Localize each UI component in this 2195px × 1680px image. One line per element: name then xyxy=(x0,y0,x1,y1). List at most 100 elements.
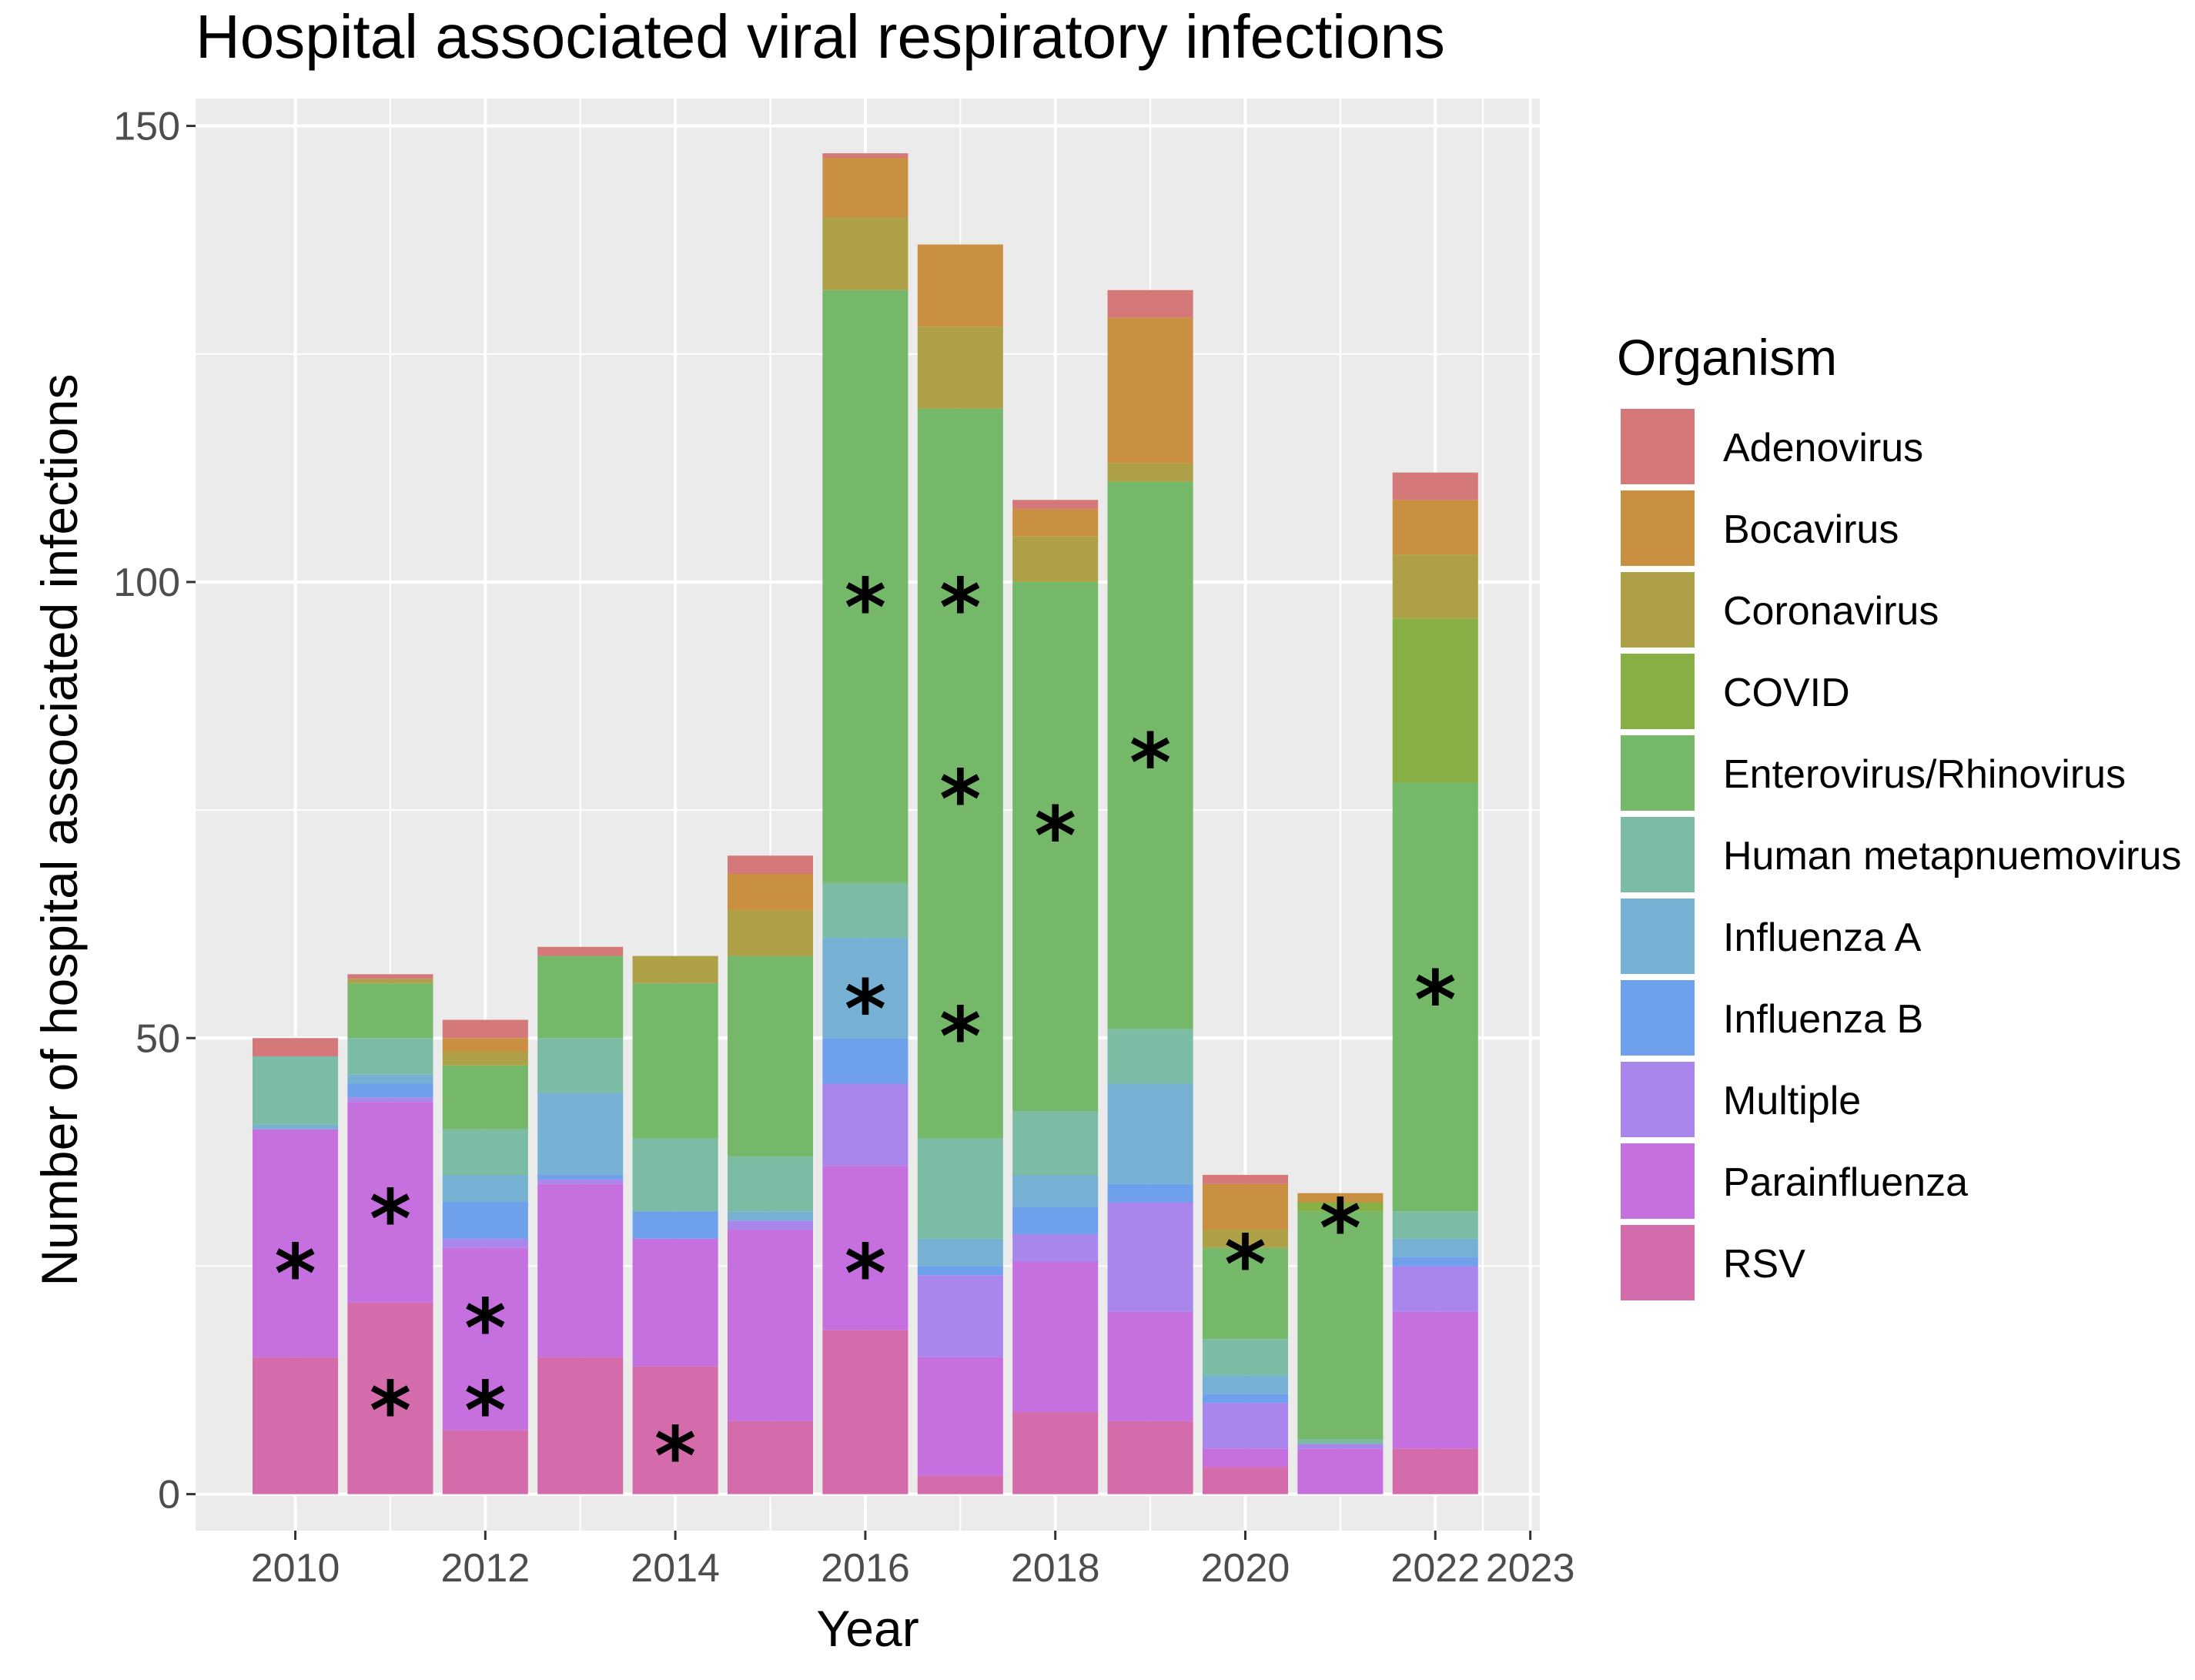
bar-segment-2017-enterovirus-rhinovirus xyxy=(917,408,1003,1139)
bar-segment-2020-influenza-a xyxy=(1202,1375,1289,1394)
legend-items: Adenovirus Bocavirus Coronavirus COVID Enter… xyxy=(1621,409,2181,1300)
bar-segment-2015-adenovirus xyxy=(727,855,814,875)
x-tick-label: 2022 xyxy=(1390,1546,1480,1591)
bar-segment-2021-enterovirus-rhinovirus xyxy=(1297,1211,1384,1440)
bar-segment-2013-multiple xyxy=(537,1179,624,1184)
bar-segment-2017-coronavirus xyxy=(917,326,1003,409)
bar-segment-2019-influenza-a xyxy=(1107,1083,1193,1184)
bar-segment-2015-influenza-a xyxy=(727,1211,814,1221)
bar-segment-2013-influenza-b xyxy=(537,1174,624,1180)
y-axis: 0 50 100 150 xyxy=(113,105,196,1518)
significance-star: * xyxy=(1320,1181,1361,1275)
bar-segment-2020-parainfluenza xyxy=(1202,1448,1289,1467)
bar-segment-2017-human-metapnuemovirus xyxy=(917,1138,1003,1239)
bar-segment-2010-parainfluenza xyxy=(253,1129,339,1357)
bar-segment-2012-influenza-a xyxy=(442,1174,528,1203)
legend-swatch xyxy=(1621,1062,1695,1137)
bar-segment-2019-rsv xyxy=(1107,1421,1193,1494)
bar-segment-2014-influenza-b xyxy=(632,1211,718,1239)
bar-segment-2014-enterovirus-rhinovirus xyxy=(632,983,718,1139)
bar-segment-2018-influenza-a xyxy=(1012,1174,1099,1207)
bars xyxy=(253,153,1478,1494)
bar-segment-2022-multiple xyxy=(1392,1266,1478,1312)
bar-segment-2016-human-metapnuemovirus xyxy=(822,882,908,938)
legend-label: Influenza B xyxy=(1723,997,1923,1042)
legend-label: Influenza A xyxy=(1723,915,1922,960)
legend-label: Coronavirus xyxy=(1723,589,1939,634)
bar-segment-2020-rsv xyxy=(1202,1467,1289,1494)
bar-segment-2012-influenza-b xyxy=(442,1202,528,1239)
bar-segment-2011-rsv xyxy=(347,1302,433,1494)
x-tick-label: 2023 xyxy=(1486,1546,1575,1591)
bar-segment-2021-bocavirus xyxy=(1297,1193,1384,1203)
legend: Organism Adenovirus Bocavirus Coronavirus C… xyxy=(1617,329,2181,1300)
legend-swatch xyxy=(1621,899,1695,974)
legend-swatch xyxy=(1621,572,1695,648)
legend-swatch xyxy=(1621,817,1695,892)
significance-star: * xyxy=(939,753,981,847)
legend-label: RSV xyxy=(1723,1242,1805,1287)
significance-markers: ***** ********** ** xyxy=(274,561,1456,1504)
legend-swatch xyxy=(1621,980,1695,1056)
legend-label: Enterovirus/Rhinovirus xyxy=(1723,752,2126,797)
bar-segment-2012-multiple xyxy=(442,1238,528,1248)
legend-swatch xyxy=(1621,490,1695,566)
bar-segment-2020-bocavirus xyxy=(1202,1183,1289,1230)
significance-star: * xyxy=(845,1227,886,1321)
bar-segment-2019-parainfluenza xyxy=(1107,1311,1193,1421)
bar-segment-2020-enterovirus-rhinovirus xyxy=(1202,1247,1289,1340)
bar-segment-2016-rsv xyxy=(822,1330,908,1494)
legend-title: Organism xyxy=(1617,329,1837,386)
bar-segment-2016-parainfluenza xyxy=(822,1166,908,1330)
legend-swatch xyxy=(1621,1143,1695,1219)
significance-star: * xyxy=(1414,953,1456,1047)
bar-segment-2018-human-metapnuemovirus xyxy=(1012,1111,1099,1175)
x-tick-label: 2012 xyxy=(441,1546,530,1591)
significance-star: * xyxy=(464,1364,506,1457)
bar-segment-2016-coronavirus xyxy=(822,217,908,290)
y-tick-label: 100 xyxy=(113,561,180,605)
significance-star: * xyxy=(845,561,886,655)
x-tick-label: 2014 xyxy=(631,1546,720,1591)
bar-segment-2016-influenza-a xyxy=(822,937,908,1039)
legend-swatch xyxy=(1621,735,1695,811)
bar-segment-2015-parainfluenza xyxy=(727,1230,814,1421)
significance-star: * xyxy=(1035,789,1076,883)
legend-swatch xyxy=(1621,1225,1695,1300)
significance-star: * xyxy=(1129,716,1171,810)
bar-segment-2019-multiple xyxy=(1107,1202,1193,1312)
bar-segment-2021-covid xyxy=(1297,1202,1384,1212)
bar-segment-2015-coronavirus xyxy=(727,910,814,956)
bar-segment-2017-influenza-a xyxy=(917,1238,1003,1267)
x-tick-label: 2018 xyxy=(1011,1546,1100,1591)
legend-label: Parainfluenza xyxy=(1723,1160,1968,1205)
bar-segment-2022-coronavirus xyxy=(1392,554,1478,619)
significance-star: * xyxy=(370,1364,411,1457)
bar-segment-2010-human-metapnuemovirus xyxy=(253,1056,339,1125)
bar-segment-2019-human-metapnuemovirus xyxy=(1107,1029,1193,1084)
bar-segment-2017-parainfluenza xyxy=(917,1357,1003,1476)
y-tick-label: 50 xyxy=(136,1016,180,1061)
bar-segment-2017-multiple xyxy=(917,1275,1003,1357)
bar-segment-2017-bocavirus xyxy=(917,244,1003,327)
bar-segment-2022-rsv xyxy=(1392,1448,1478,1494)
legend-label: Bocavirus xyxy=(1723,507,1899,552)
bar-segment-2011-influenza-a xyxy=(347,1074,433,1084)
bar-segment-2020-influenza-b xyxy=(1202,1394,1289,1404)
bar-segment-2015-multiple xyxy=(727,1220,814,1230)
bar-segment-2018-adenovirus xyxy=(1012,500,1099,510)
bar-segment-2018-enterovirus-rhinovirus xyxy=(1012,581,1099,1112)
bar-segment-2018-rsv xyxy=(1012,1411,1099,1494)
y-axis-title: Number of hospital associated infections xyxy=(31,374,88,1287)
bar-segment-2011-parainfluenza xyxy=(347,1102,433,1303)
bar-segment-2020-adenovirus xyxy=(1202,1174,1289,1184)
bar-segment-2019-adenovirus xyxy=(1107,289,1193,318)
bar-segment-2018-coronavirus xyxy=(1012,536,1099,582)
bar-segment-2020-coronavirus xyxy=(1202,1230,1289,1248)
bar-segment-2012-rsv xyxy=(442,1430,528,1494)
bar-segment-2014-coronavirus xyxy=(632,955,718,984)
bar-segment-2019-enterovirus-rhinovirus xyxy=(1107,481,1193,1029)
bar-segment-2013-adenovirus xyxy=(537,946,624,956)
bar-segment-2012-adenovirus xyxy=(442,1019,528,1039)
significance-star: * xyxy=(654,1410,696,1504)
